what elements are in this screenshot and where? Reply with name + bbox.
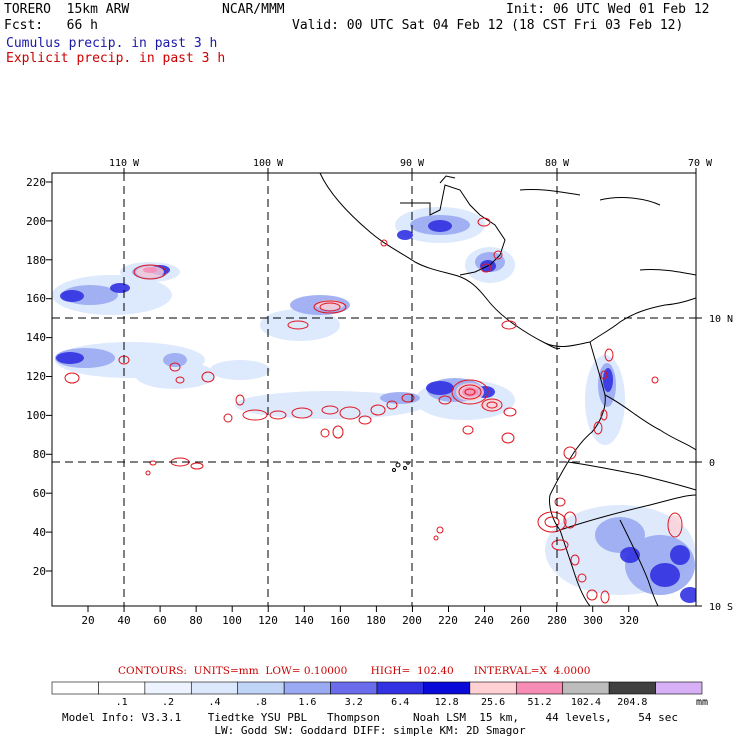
- lon-label: 100 W: [253, 158, 284, 169]
- colorbar-swatch: [330, 681, 378, 695]
- y-tick-label: 120: [26, 370, 46, 383]
- colorbar-label: .4: [208, 697, 221, 708]
- cumulus-legend: Cumulus precip. in past 3 h: [6, 36, 218, 51]
- colorbar-label: 1.6: [298, 697, 317, 708]
- x-tick-label: 320: [619, 614, 639, 627]
- model-physics-line: LW: Godd SW: Goddard DIFF: simple KM: 2D…: [214, 724, 526, 737]
- colorbar-label: 51.2: [527, 697, 552, 708]
- colorbar-swatch: [608, 681, 656, 695]
- y-tick-label: 200: [26, 215, 46, 228]
- colorbar-swatch: [51, 681, 99, 695]
- colorbar-label: 3.2: [344, 697, 363, 708]
- y-tick-label: 40: [33, 526, 46, 539]
- y-tick-label: 140: [26, 331, 46, 344]
- colorbar-swatch: [515, 681, 564, 695]
- x-tick-label: 100: [222, 614, 242, 627]
- colorbar-label: .8: [254, 697, 267, 708]
- axis-ticks: [46, 168, 702, 612]
- colorbar-swatch: [562, 681, 610, 695]
- colorbar-swatch: [237, 681, 285, 695]
- lat-label: 0: [709, 458, 715, 469]
- explicit-precip-contours: [64, 217, 683, 604]
- colorbar-swatch: [144, 681, 192, 695]
- x-tick-label: 160: [330, 614, 350, 627]
- lon-label: 70 W: [688, 158, 713, 169]
- x-tick-label: 40: [117, 614, 130, 627]
- colorbar-unit: mm: [696, 697, 709, 708]
- y-tick-label: 80: [33, 448, 46, 461]
- y-tick-label: 180: [26, 254, 46, 267]
- coastlines: [319, 173, 696, 606]
- forecast-hour: Fcst: 66 h: [4, 18, 98, 33]
- y-tick-label: 160: [26, 292, 46, 305]
- model-info-line: Model Info: V3.3.1 Tiedtke YSU PBL Thomp…: [62, 711, 678, 724]
- x-tick-label: 60: [153, 614, 166, 627]
- lon-label: 90 W: [400, 158, 425, 169]
- colorbar-swatch: [655, 681, 703, 695]
- x-tick-label: 180: [366, 614, 386, 627]
- org-name: NCAR/MMM: [222, 2, 285, 17]
- x-tick-label: 220: [438, 614, 458, 627]
- colorbar-swatch: [98, 681, 146, 695]
- x-tick-label: 20: [81, 614, 94, 627]
- x-tick-label: 240: [474, 614, 494, 627]
- latlon-grid: [52, 173, 696, 606]
- model-name: TORERO 15km ARW: [4, 2, 130, 17]
- colorbar-label: 12.8: [434, 697, 459, 708]
- contours-info: CONTOURS: UNITS=mm LOW= 0.10000 HIGH= 10…: [118, 665, 591, 677]
- x-tick-label: 120: [258, 614, 278, 627]
- y-tick-label: 60: [33, 487, 46, 500]
- init-time: Init: 06 UTC Wed 01 Feb 12: [506, 2, 710, 17]
- valid-time: Valid: 00 UTC Sat 04 Feb 12 (18 CST Fri …: [292, 18, 684, 33]
- lon-label: 80 W: [545, 158, 570, 169]
- colorbar-label: .2: [162, 697, 175, 708]
- colorbar-swatch: [469, 681, 517, 695]
- map-frame: [51, 172, 697, 607]
- x-tick-label: 140: [294, 614, 314, 627]
- colorbar-swatch: [190, 681, 239, 695]
- lon-label: 110 W: [109, 158, 140, 169]
- x-tick-label: 200: [402, 614, 422, 627]
- x-tick-label: 80: [189, 614, 202, 627]
- y-tick-label: 220: [26, 176, 46, 189]
- x-tick-label: 260: [510, 614, 530, 627]
- colorbar-label: 102.4: [570, 697, 601, 708]
- colorbar-label: 6.4: [391, 697, 410, 708]
- colorbar-swatch: [423, 681, 471, 695]
- lat-label: 10 S: [709, 602, 733, 613]
- x-tick-label: 280: [547, 614, 567, 627]
- x-tick-label: 300: [583, 614, 603, 627]
- explicit-legend: Explicit precip. in past 3 h: [6, 51, 226, 66]
- y-tick-label: 100: [26, 409, 46, 422]
- colorbar-label: 204.8: [617, 697, 648, 708]
- colorbar: [51, 681, 703, 695]
- colorbar-label: 25.6: [481, 697, 506, 708]
- colorbar-swatch: [283, 681, 331, 695]
- y-tick-label: 20: [33, 565, 46, 578]
- colorbar-label: .1: [115, 697, 128, 708]
- lat-label: 10 N: [709, 314, 733, 325]
- colorbar-swatch: [376, 681, 424, 695]
